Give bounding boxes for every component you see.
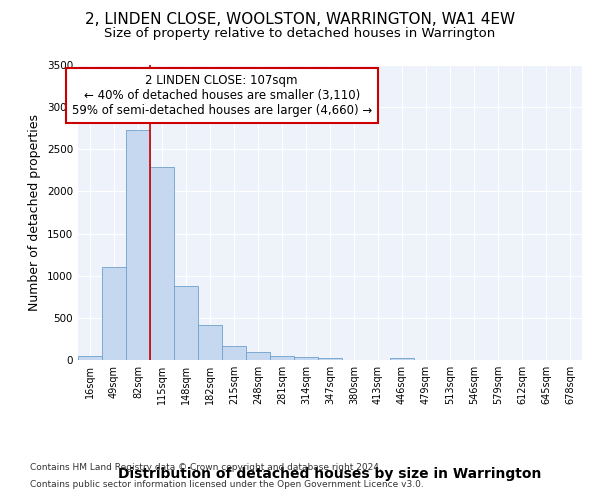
- Bar: [126, 130, 150, 360]
- Text: Contains public sector information licensed under the Open Government Licence v3: Contains public sector information licen…: [30, 480, 424, 489]
- Text: Size of property relative to detached houses in Warrington: Size of property relative to detached ho…: [104, 28, 496, 40]
- Text: 2 LINDEN CLOSE: 107sqm
← 40% of detached houses are smaller (3,110)
59% of semi-: 2 LINDEN CLOSE: 107sqm ← 40% of detached…: [71, 74, 372, 117]
- Bar: [102, 268, 126, 360]
- Bar: [150, 167, 174, 360]
- Bar: [198, 324, 222, 360]
- Bar: [78, 356, 102, 360]
- Bar: [318, 358, 342, 360]
- Bar: [246, 352, 270, 360]
- X-axis label: Distribution of detached houses by size in Warrington: Distribution of detached houses by size …: [118, 466, 542, 480]
- Bar: [174, 286, 198, 360]
- Bar: [222, 346, 246, 360]
- Text: 2, LINDEN CLOSE, WOOLSTON, WARRINGTON, WA1 4EW: 2, LINDEN CLOSE, WOOLSTON, WARRINGTON, W…: [85, 12, 515, 28]
- Bar: [390, 358, 414, 360]
- Text: Contains HM Land Registry data © Crown copyright and database right 2024.: Contains HM Land Registry data © Crown c…: [30, 462, 382, 471]
- Y-axis label: Number of detached properties: Number of detached properties: [28, 114, 41, 311]
- Bar: [270, 356, 294, 360]
- Bar: [294, 357, 318, 360]
